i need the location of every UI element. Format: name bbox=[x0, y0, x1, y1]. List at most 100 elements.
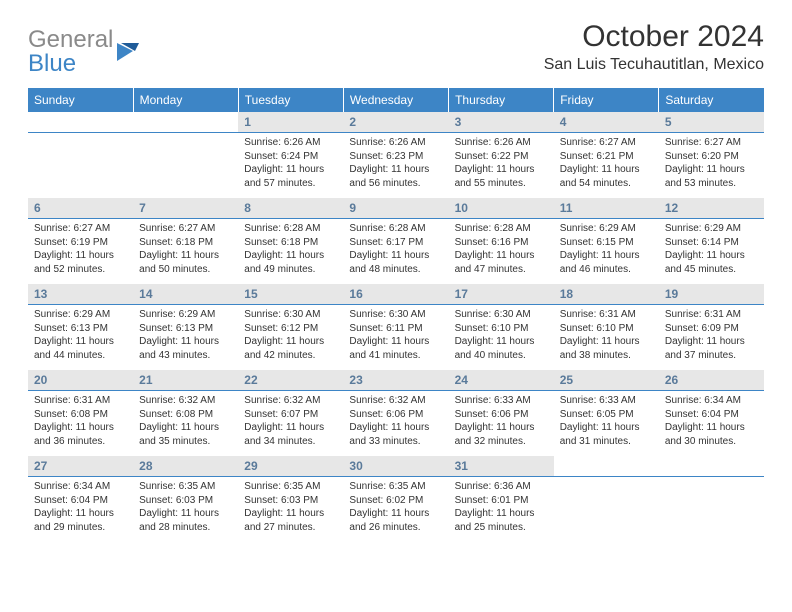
day-header: Thursday bbox=[449, 88, 554, 112]
calendar-day: 26Sunrise: 6:34 AMSunset: 6:04 PMDayligh… bbox=[659, 370, 764, 456]
calendar-day: 14Sunrise: 6:29 AMSunset: 6:13 PMDayligh… bbox=[133, 284, 238, 370]
sunrise-text: Sunrise: 6:31 AM bbox=[560, 308, 653, 322]
day-header: Friday bbox=[554, 88, 659, 112]
daylight-text: Daylight: 11 hours and 36 minutes. bbox=[34, 421, 127, 448]
daylight-text: Daylight: 11 hours and 25 minutes. bbox=[455, 507, 548, 534]
day-content: Sunrise: 6:26 AMSunset: 6:23 PMDaylight:… bbox=[343, 133, 448, 198]
calendar-day bbox=[554, 456, 659, 542]
sunset-text: Sunset: 6:06 PM bbox=[349, 408, 442, 422]
calendar-day: 28Sunrise: 6:35 AMSunset: 6:03 PMDayligh… bbox=[133, 456, 238, 542]
calendar-day: 17Sunrise: 6:30 AMSunset: 6:10 PMDayligh… bbox=[449, 284, 554, 370]
sunrise-text: Sunrise: 6:29 AM bbox=[139, 308, 232, 322]
day-number: 8 bbox=[238, 198, 343, 219]
calendar-day bbox=[133, 112, 238, 198]
header: General Blue October 2024 San Luis Tecuh… bbox=[28, 20, 764, 76]
day-number: 4 bbox=[554, 112, 659, 133]
sunrise-text: Sunrise: 6:30 AM bbox=[349, 308, 442, 322]
calendar-page: General Blue October 2024 San Luis Tecuh… bbox=[0, 0, 792, 562]
day-content: Sunrise: 6:33 AMSunset: 6:05 PMDaylight:… bbox=[554, 391, 659, 456]
calendar-header-row: SundayMondayTuesdayWednesdayThursdayFrid… bbox=[28, 88, 764, 112]
day-content: Sunrise: 6:35 AMSunset: 6:02 PMDaylight:… bbox=[343, 477, 448, 542]
sunset-text: Sunset: 6:18 PM bbox=[244, 236, 337, 250]
month-title: October 2024 bbox=[544, 20, 764, 54]
day-content: Sunrise: 6:36 AMSunset: 6:01 PMDaylight:… bbox=[449, 477, 554, 542]
sunset-text: Sunset: 6:19 PM bbox=[34, 236, 127, 250]
day-number: 11 bbox=[554, 198, 659, 219]
calendar-day: 8Sunrise: 6:28 AMSunset: 6:18 PMDaylight… bbox=[238, 198, 343, 284]
calendar-day: 9Sunrise: 6:28 AMSunset: 6:17 PMDaylight… bbox=[343, 198, 448, 284]
logo: General Blue bbox=[28, 28, 143, 76]
sunrise-text: Sunrise: 6:28 AM bbox=[244, 222, 337, 236]
location: San Luis Tecuhautitlan, Mexico bbox=[544, 56, 764, 74]
day-content: Sunrise: 6:32 AMSunset: 6:06 PMDaylight:… bbox=[343, 391, 448, 456]
day-number bbox=[28, 112, 133, 133]
sunrise-text: Sunrise: 6:32 AM bbox=[244, 394, 337, 408]
day-number: 6 bbox=[28, 198, 133, 219]
daylight-text: Daylight: 11 hours and 42 minutes. bbox=[244, 335, 337, 362]
day-header: Monday bbox=[133, 88, 238, 112]
calendar-day: 12Sunrise: 6:29 AMSunset: 6:14 PMDayligh… bbox=[659, 198, 764, 284]
daylight-text: Daylight: 11 hours and 54 minutes. bbox=[560, 163, 653, 190]
sunset-text: Sunset: 6:03 PM bbox=[139, 494, 232, 508]
sunrise-text: Sunrise: 6:32 AM bbox=[139, 394, 232, 408]
calendar-day: 23Sunrise: 6:32 AMSunset: 6:06 PMDayligh… bbox=[343, 370, 448, 456]
day-header: Saturday bbox=[659, 88, 764, 112]
sunset-text: Sunset: 6:06 PM bbox=[455, 408, 548, 422]
sunset-text: Sunset: 6:03 PM bbox=[244, 494, 337, 508]
day-content: Sunrise: 6:27 AMSunset: 6:21 PMDaylight:… bbox=[554, 133, 659, 198]
sunrise-text: Sunrise: 6:27 AM bbox=[139, 222, 232, 236]
day-number: 13 bbox=[28, 284, 133, 305]
daylight-text: Daylight: 11 hours and 33 minutes. bbox=[349, 421, 442, 448]
sunrise-text: Sunrise: 6:30 AM bbox=[244, 308, 337, 322]
day-content bbox=[133, 133, 238, 191]
sunrise-text: Sunrise: 6:27 AM bbox=[560, 136, 653, 150]
sunrise-text: Sunrise: 6:35 AM bbox=[244, 480, 337, 494]
day-content: Sunrise: 6:27 AMSunset: 6:20 PMDaylight:… bbox=[659, 133, 764, 198]
logo-word2: Blue bbox=[28, 50, 76, 77]
sunset-text: Sunset: 6:15 PM bbox=[560, 236, 653, 250]
day-number bbox=[554, 456, 659, 477]
day-number: 19 bbox=[659, 284, 764, 305]
calendar-day: 18Sunrise: 6:31 AMSunset: 6:10 PMDayligh… bbox=[554, 284, 659, 370]
calendar-body: 1Sunrise: 6:26 AMSunset: 6:24 PMDaylight… bbox=[28, 112, 764, 542]
day-content: Sunrise: 6:28 AMSunset: 6:16 PMDaylight:… bbox=[449, 219, 554, 284]
day-content bbox=[659, 477, 764, 535]
calendar-day bbox=[28, 112, 133, 198]
daylight-text: Daylight: 11 hours and 44 minutes. bbox=[34, 335, 127, 362]
calendar-day bbox=[659, 456, 764, 542]
daylight-text: Daylight: 11 hours and 27 minutes. bbox=[244, 507, 337, 534]
sunrise-text: Sunrise: 6:27 AM bbox=[34, 222, 127, 236]
day-content: Sunrise: 6:28 AMSunset: 6:17 PMDaylight:… bbox=[343, 219, 448, 284]
day-content: Sunrise: 6:34 AMSunset: 6:04 PMDaylight:… bbox=[28, 477, 133, 542]
title-block: October 2024 San Luis Tecuhautitlan, Mex… bbox=[544, 20, 764, 74]
sunrise-text: Sunrise: 6:29 AM bbox=[560, 222, 653, 236]
daylight-text: Daylight: 11 hours and 50 minutes. bbox=[139, 249, 232, 276]
calendar-week: 13Sunrise: 6:29 AMSunset: 6:13 PMDayligh… bbox=[28, 284, 764, 370]
daylight-text: Daylight: 11 hours and 28 minutes. bbox=[139, 507, 232, 534]
calendar-day: 16Sunrise: 6:30 AMSunset: 6:11 PMDayligh… bbox=[343, 284, 448, 370]
sunset-text: Sunset: 6:10 PM bbox=[455, 322, 548, 336]
daylight-text: Daylight: 11 hours and 57 minutes. bbox=[244, 163, 337, 190]
daylight-text: Daylight: 11 hours and 37 minutes. bbox=[665, 335, 758, 362]
day-content: Sunrise: 6:31 AMSunset: 6:10 PMDaylight:… bbox=[554, 305, 659, 370]
calendar-day: 7Sunrise: 6:27 AMSunset: 6:18 PMDaylight… bbox=[133, 198, 238, 284]
daylight-text: Daylight: 11 hours and 32 minutes. bbox=[455, 421, 548, 448]
calendar-day: 27Sunrise: 6:34 AMSunset: 6:04 PMDayligh… bbox=[28, 456, 133, 542]
day-number: 25 bbox=[554, 370, 659, 391]
daylight-text: Daylight: 11 hours and 53 minutes. bbox=[665, 163, 758, 190]
sunset-text: Sunset: 6:17 PM bbox=[349, 236, 442, 250]
day-content: Sunrise: 6:29 AMSunset: 6:13 PMDaylight:… bbox=[133, 305, 238, 370]
day-content: Sunrise: 6:35 AMSunset: 6:03 PMDaylight:… bbox=[133, 477, 238, 542]
day-content bbox=[554, 477, 659, 535]
day-content: Sunrise: 6:34 AMSunset: 6:04 PMDaylight:… bbox=[659, 391, 764, 456]
calendar-day: 20Sunrise: 6:31 AMSunset: 6:08 PMDayligh… bbox=[28, 370, 133, 456]
sunset-text: Sunset: 6:12 PM bbox=[244, 322, 337, 336]
day-content: Sunrise: 6:26 AMSunset: 6:24 PMDaylight:… bbox=[238, 133, 343, 198]
sunrise-text: Sunrise: 6:26 AM bbox=[349, 136, 442, 150]
sunrise-text: Sunrise: 6:34 AM bbox=[34, 480, 127, 494]
calendar-day: 24Sunrise: 6:33 AMSunset: 6:06 PMDayligh… bbox=[449, 370, 554, 456]
day-number: 27 bbox=[28, 456, 133, 477]
calendar-day: 2Sunrise: 6:26 AMSunset: 6:23 PMDaylight… bbox=[343, 112, 448, 198]
calendar-week: 27Sunrise: 6:34 AMSunset: 6:04 PMDayligh… bbox=[28, 456, 764, 542]
calendar-day: 3Sunrise: 6:26 AMSunset: 6:22 PMDaylight… bbox=[449, 112, 554, 198]
